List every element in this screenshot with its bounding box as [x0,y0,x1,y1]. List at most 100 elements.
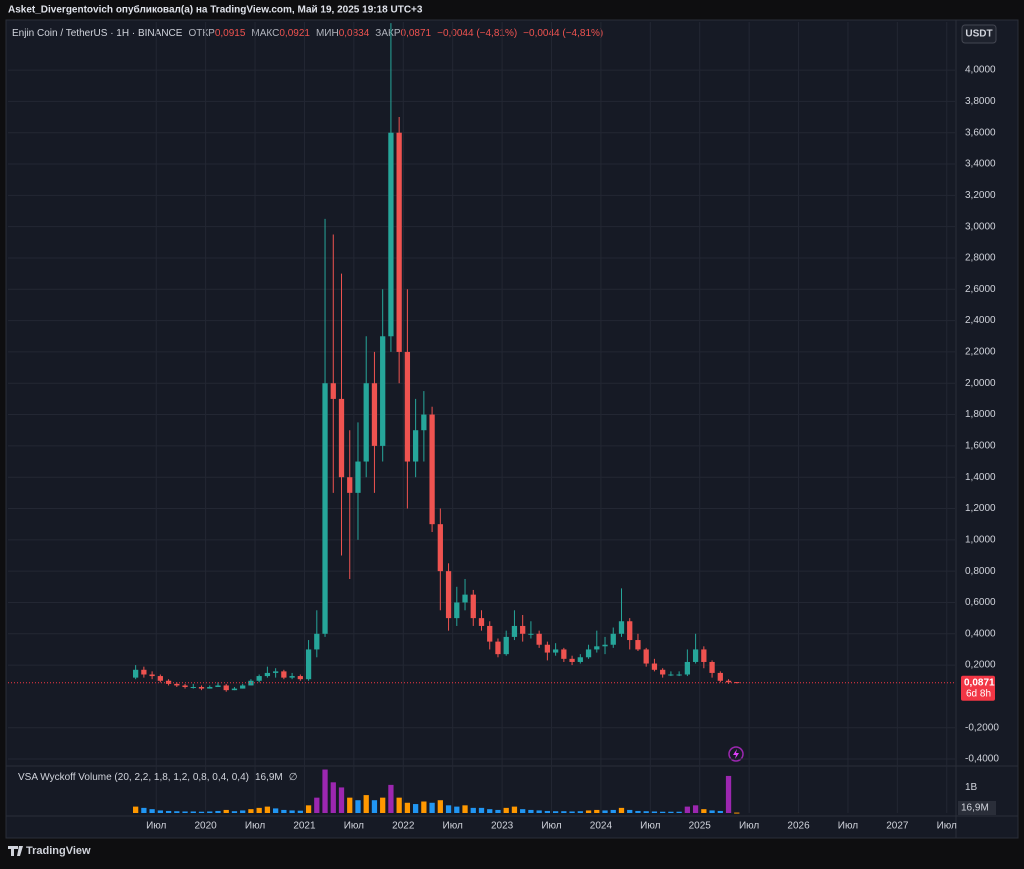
y-tick-label: 2,6000 [965,284,996,295]
volume-bar [602,810,608,813]
x-tick-label: 2024 [590,821,613,832]
volume-bar [725,775,732,813]
currency-label[interactable]: USDT [965,29,992,40]
legend-part: 0,0915 [215,28,246,39]
volume-bar [338,787,345,813]
event-bolt [733,749,739,759]
volume-bar [404,802,411,813]
volume-bar [371,800,378,813]
candle-body [725,680,732,683]
candle-body [692,649,699,662]
candle-body [355,461,361,493]
x-tick-label: Июл [146,821,166,832]
candle-body [552,649,559,653]
volume-legend-part: VSA Wyckoff Volume (20, 2,2, 1,8, 1,2, 0… [18,772,249,783]
x-tick-label: Июл [739,821,759,832]
x-tick-label: 2022 [392,821,415,832]
legend: Enjin Coin / TetherUS · 1Н · BINANCE ОТКР… [12,28,603,39]
y-tick-label: 0,4000 [965,628,996,639]
y-tick-label: -0,4000 [965,754,999,765]
candle-body [445,571,452,619]
volume-bar [618,807,625,813]
candle-body [668,674,674,676]
volume-bar [651,811,658,813]
candle-body [338,398,345,478]
candle-body [709,661,715,673]
volume-bar [363,795,369,813]
volume-bar [561,811,567,813]
candle-body [462,594,468,603]
candle-body [577,657,583,662]
volume-bar [248,809,254,813]
volume-bar [297,810,303,813]
volume-bar [668,811,674,813]
candle-body [643,649,649,664]
legend-part: МИН [316,28,339,39]
x-tick-label: Июл [245,821,265,832]
candle-body [487,625,493,642]
candle-body [734,682,740,684]
candle-body [429,414,435,525]
x-tick-label: Июл [443,821,463,832]
volume-bar [231,811,238,813]
volume-bar [157,810,163,813]
volume-bar [569,811,575,813]
x-tick-label: Июл [640,821,660,832]
candle-body [701,649,707,662]
candle-body [717,672,723,681]
y-tick-label: -0,2000 [965,722,999,733]
candle-body [264,672,271,677]
volume-tick-label: 1B [965,782,978,793]
legend-part: МАКС [251,28,279,39]
last-price-tag [961,675,995,701]
candle-body [618,621,625,634]
candle-body [231,688,238,691]
volume-bar [165,810,172,813]
candle-body [215,685,221,688]
volume-bar [577,811,583,813]
y-tick-label: 1,8000 [965,409,996,420]
volume-bar [281,809,287,813]
candle-body [569,658,575,662]
y-tick-label: 3,0000 [965,221,996,232]
volume-bar [552,811,559,813]
candle-body [314,633,320,650]
volume-bar [462,805,468,813]
candle-body [495,641,501,655]
volume-bar [470,807,476,813]
x-tick-label: 2026 [787,821,810,832]
event-icon[interactable] [728,746,744,762]
legend-part: 0,0871 [401,28,432,39]
y-tick-label: 3,4000 [965,159,996,170]
volume-tag-label: 16,9M [961,803,989,814]
volume-bar [495,809,501,813]
legend-part: −0,0044 (−4,81%) [437,28,517,39]
y-tick-label: 3,8000 [965,96,996,107]
volume-legend-part: ∅ [289,772,298,783]
volume-bar [437,800,443,813]
candle-body [149,674,155,677]
volume-bar [734,812,740,814]
volume-bar [240,810,246,813]
candle-body [610,633,616,645]
candle-body [141,669,147,675]
y-tick-label: 3,6000 [965,127,996,138]
candle-body [660,669,666,675]
candle-body [478,618,485,626]
currency-button[interactable] [961,24,997,44]
y-tick-label: 4,0000 [965,65,996,76]
y-tick-label: 1,6000 [965,441,996,452]
candle-body [297,676,303,680]
volume-bar [388,784,394,813]
volume-bar [421,801,427,813]
candles [133,23,740,692]
volume-bar [322,769,328,813]
candle-body [396,132,402,352]
volume-bar [511,806,518,813]
candle-body [511,625,518,637]
x-tick-label: Июл [838,821,858,832]
candle-body [536,633,542,645]
x-tick-label: 2027 [886,821,909,832]
x-tick-label: Июл [937,821,957,832]
